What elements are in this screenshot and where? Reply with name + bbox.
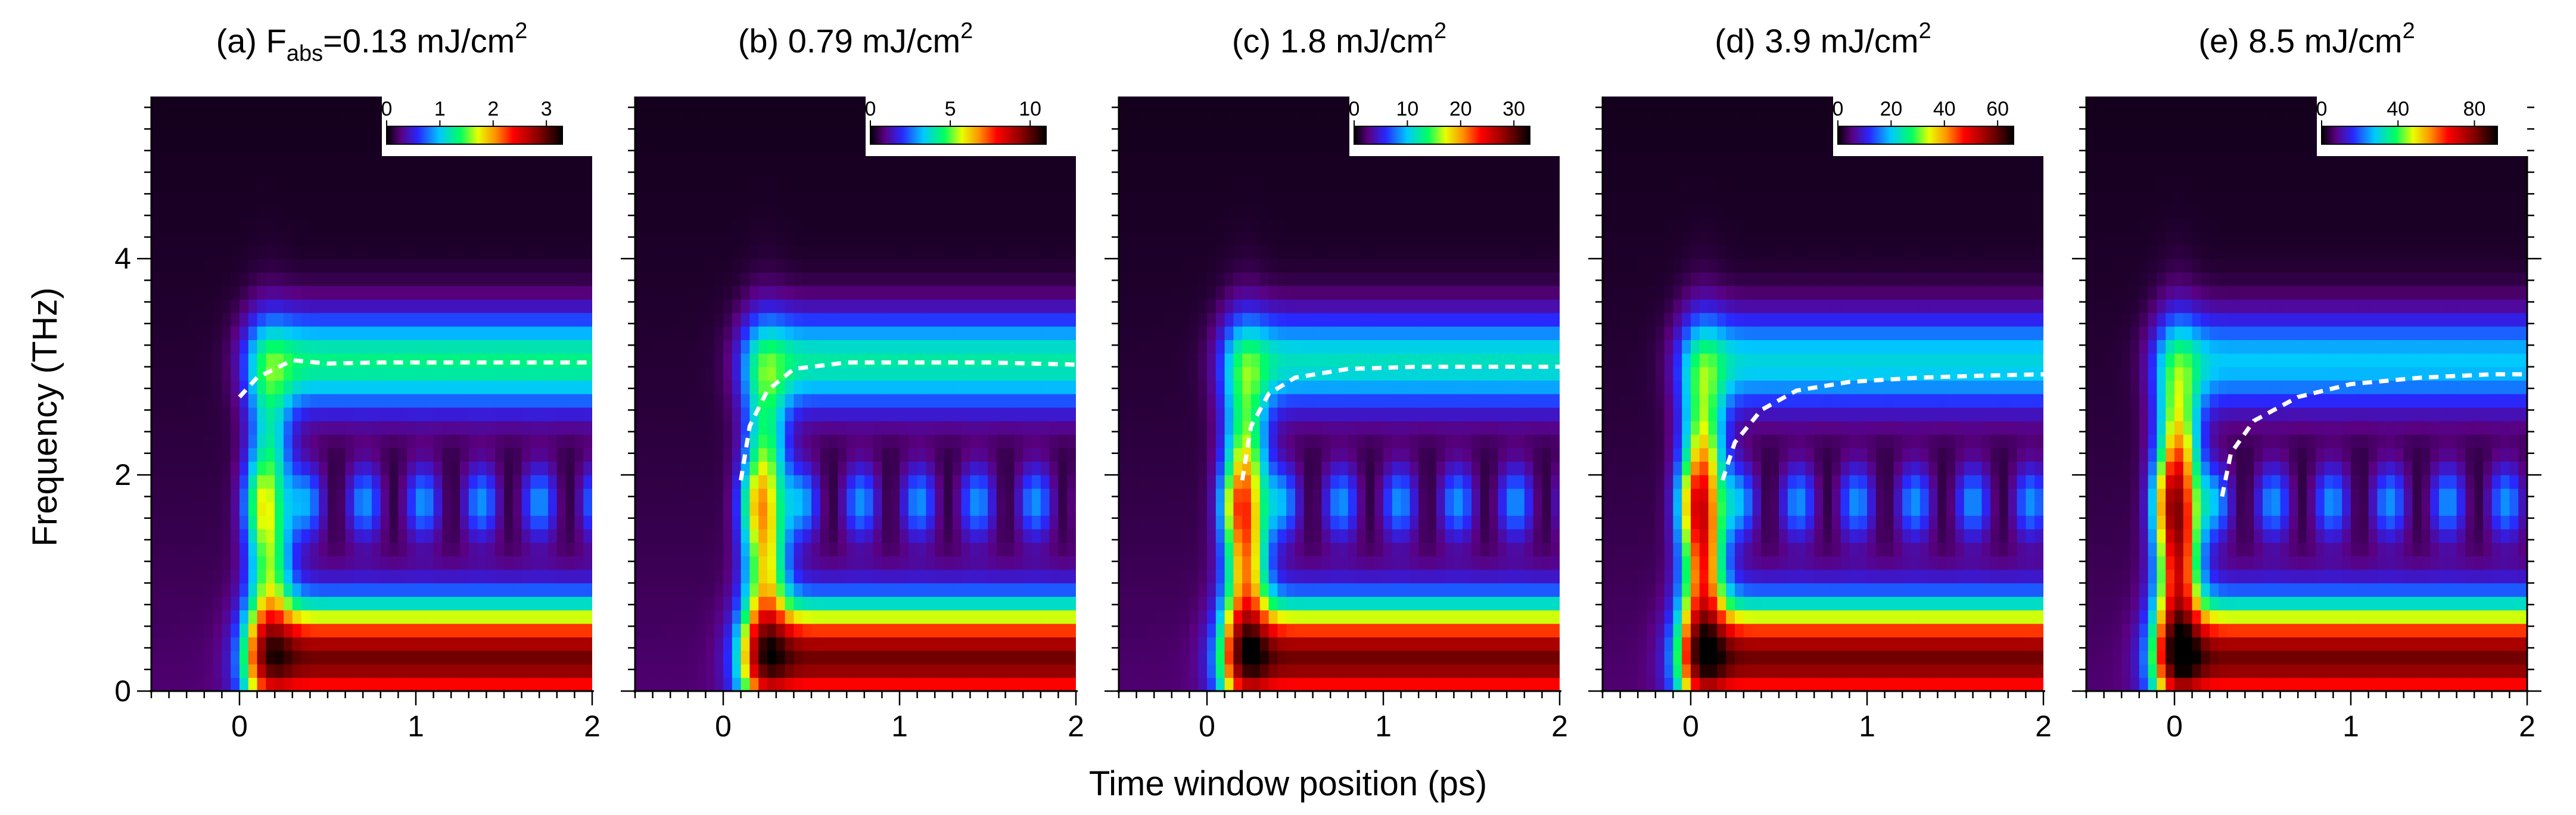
colorbar	[1354, 126, 1530, 145]
peak-frequency-curve	[739, 360, 1077, 481]
colorbar-tick-label: 40	[2387, 98, 2409, 120]
colorbar	[386, 126, 563, 145]
heatmap-image	[151, 97, 592, 691]
heatmap-image	[2086, 97, 2527, 691]
panel-title: (c) 1.8 mJ/cm2	[1232, 18, 1446, 60]
y-tick-label: 0	[114, 674, 131, 708]
heatmap-image	[635, 97, 1076, 691]
x-tick-label: 0	[715, 710, 732, 743]
x-tick-label: 1	[1375, 710, 1392, 743]
colorbar-tick-label: 60	[1986, 98, 2009, 120]
panel-e: 0 40 80 0 1 2 (e) 8.5 mJ/cm2	[2072, 18, 2541, 743]
colorbar-tick-label: 30	[1502, 98, 1525, 120]
x-tick-label: 1	[1859, 710, 1875, 743]
x-tick-label: 0	[1199, 710, 1215, 743]
x-axis-label: Time window position (ps)	[1089, 764, 1487, 803]
colorbar-tick-label: 0	[1349, 98, 1360, 120]
peak-frequency-curve	[2220, 372, 2527, 497]
colorbar-tick-label: 20	[1880, 98, 1902, 120]
panel-a: 0 1 2 3 0 1 2 0 2 4 (a) Fabs=0.13 mJ/cm2	[114, 18, 601, 743]
peak-frequency-curve	[1240, 365, 1560, 481]
x-tick-label: 2	[2035, 710, 2052, 743]
colorbar	[2321, 126, 2498, 145]
panel-title: (e) 8.5 mJ/cm2	[2198, 18, 2415, 60]
panel-b: 0 5 10 0 1 2 (b) 0.79 mJ/cm2	[621, 18, 1084, 743]
colorbar-tick-label: 3	[541, 98, 552, 120]
panel-d: 0 20 40 60 0 1 2 (d) 3.9 mJ/cm2	[1588, 18, 2052, 743]
x-tick-label: 0	[1682, 710, 1699, 743]
colorbar-tick-label: 0	[381, 98, 393, 120]
panel-title: (a) Fabs=0.13 mJ/cm2	[216, 18, 528, 66]
colorbar-tick-label: 40	[1933, 98, 1956, 120]
x-tick-label: 1	[2342, 710, 2359, 743]
colorbar-tick-label: 10	[1396, 98, 1418, 120]
x-tick-label: 0	[2166, 710, 2183, 743]
x-tick-label: 2	[1068, 710, 1084, 743]
panel-c: 0 10 20 30 0 1 2 (c) 1.8 mJ/cm2	[1105, 18, 1568, 743]
y-axis-label: Frequency (THz)	[26, 287, 64, 546]
colorbar-tick-label: 0	[865, 98, 876, 120]
colorbar	[1837, 126, 2014, 145]
colorbar-tick-label: 1	[434, 98, 446, 120]
x-tick-label: 1	[891, 710, 908, 743]
x-tick-label: 2	[2519, 710, 2535, 743]
heatmap-image	[1119, 97, 1560, 691]
colorbar-tick-label: 5	[945, 98, 956, 120]
colorbar-tick-label: 20	[1449, 98, 1472, 120]
colorbar-tick-label: 0	[1833, 98, 1844, 120]
panel-title: (d) 3.9 mJ/cm2	[1715, 18, 1931, 60]
x-tick-label: 2	[584, 710, 601, 743]
colorbar	[870, 126, 1047, 145]
peak-frequency-curve	[1720, 372, 2044, 481]
colorbar-tick-label: 2	[487, 98, 499, 120]
x-tick-label: 1	[407, 710, 424, 743]
colorbar-tick-label: 0	[2316, 98, 2328, 120]
colorbar-tick-label: 10	[1019, 98, 1041, 120]
x-tick-label: 2	[1551, 710, 1568, 743]
heatmap-image	[1603, 97, 2043, 691]
panel-title: (b) 0.79 mJ/cm2	[738, 18, 973, 60]
x-tick-label: 0	[231, 710, 248, 743]
y-tick-label: 2	[114, 458, 131, 492]
y-tick-label: 4	[114, 242, 131, 275]
colorbar-tick-label: 80	[2463, 98, 2486, 120]
